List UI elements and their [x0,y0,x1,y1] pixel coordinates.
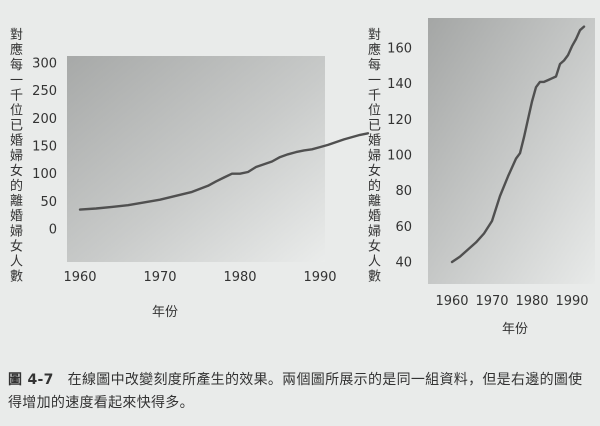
y-axis-label-char: 人 [10,255,23,270]
y-tick-label: 80 [395,184,412,199]
y-tick-label: 50 [40,195,57,210]
y-axis-label-char: 一 [368,73,381,88]
series-line [450,25,586,264]
y-tick-label: 100 [32,167,57,182]
y-tick-label: 100 [387,149,412,164]
y-tick-label: 140 [387,77,412,92]
x-tick-label: 1960 [435,294,468,309]
y-axis-label-char: 婦 [368,223,381,239]
y-axis-label-char: 婦 [10,223,23,239]
y-axis-label-char: 數 [10,270,23,285]
y-axis-label-char: 應 [10,42,23,58]
x-tick-label: 1970 [475,294,508,309]
y-axis-label-char: 婚 [368,209,381,224]
figure-caption: 圖 4-7 在線圖中改變刻度所產生的效果。兩個圖所展示的是同一組資料，但是右邊的圖… [8,369,593,415]
y-axis-label-char: 應 [368,42,381,58]
y-tick-label: 0 [49,223,57,238]
y-ticks: 0 50 100 150 200 250 300 [32,57,57,238]
x-ticks: 1960 1970 1980 1990 [435,294,588,309]
series-line [78,132,370,211]
y-axis-label-char: 婦 [10,148,23,164]
y-tick-label: 120 [387,113,412,128]
plot-area [67,56,325,262]
y-axis-label-char: 對 [368,28,381,43]
y-axis-label-char: 一 [10,73,23,88]
y-tick-label: 250 [32,84,57,99]
y-axis-label-char: 已 [10,119,23,134]
x-tick-label: 1970 [143,270,176,285]
figure-number: 圖 4-7 [8,372,54,388]
y-axis-label-char: 婚 [10,134,23,149]
y-tick-label: 40 [395,256,412,271]
x-axis-label: 年份 [502,322,528,337]
y-axis-label-char: 對 [10,28,23,43]
y-axis-label-char: 每 [10,57,23,73]
y-tick-label: 160 [387,42,412,57]
x-tick-label: 1980 [223,270,256,285]
y-axis-label-char: 女 [10,163,23,179]
y-axis-label-char: 婚 [10,209,23,224]
plot-area [428,18,595,284]
x-axis-label: 年份 [152,305,178,320]
y-axis-label-char: 的 [368,178,381,194]
y-tick-label: 60 [395,220,412,235]
x-tick-label: 1980 [515,294,548,309]
y-axis-label-char: 每 [368,57,381,73]
y-tick-label: 150 [32,140,57,155]
y-tick-label: 300 [32,57,57,72]
y-axis-label-char: 千 [10,88,23,103]
y-axis-label-char: 的 [10,178,23,194]
y-axis-label: 對應每一千位已婚婦女的離婚婦女人數 [368,28,381,285]
y-axis-label-char: 人 [368,255,381,270]
x-tick-label: 1990 [303,270,336,285]
y-ticks: 40 60 80 100 120 140 160 [387,42,412,271]
y-axis-label-char: 婚 [368,134,381,149]
y-tick-label: 200 [32,112,57,127]
x-tick-label: 1990 [555,294,588,309]
y-axis-label-char: 女 [10,238,23,254]
y-axis-label-char: 離 [368,194,381,209]
caption-text: 在線圖中改變刻度所產生的效果。兩個圖所展示的是同一組資料，但是右邊的圖使得增加的… [8,372,583,411]
y-axis-label-char: 已 [368,119,381,134]
y-axis-label-char: 婦 [368,148,381,164]
y-axis-label-char: 位 [368,104,381,119]
y-axis-label-char: 離 [10,194,23,209]
x-ticks: 1960 1970 1980 1990 [63,270,336,285]
y-axis-label: 對應每一千位已婚婦女的離婚婦女人數 [10,28,23,285]
y-axis-label-char: 千 [368,88,381,103]
y-axis-label-char: 數 [368,270,381,285]
y-axis-label-char: 位 [10,104,23,119]
y-axis-label-char: 女 [368,238,381,254]
x-tick-label: 1960 [63,270,96,285]
y-axis-label-char: 女 [368,163,381,179]
